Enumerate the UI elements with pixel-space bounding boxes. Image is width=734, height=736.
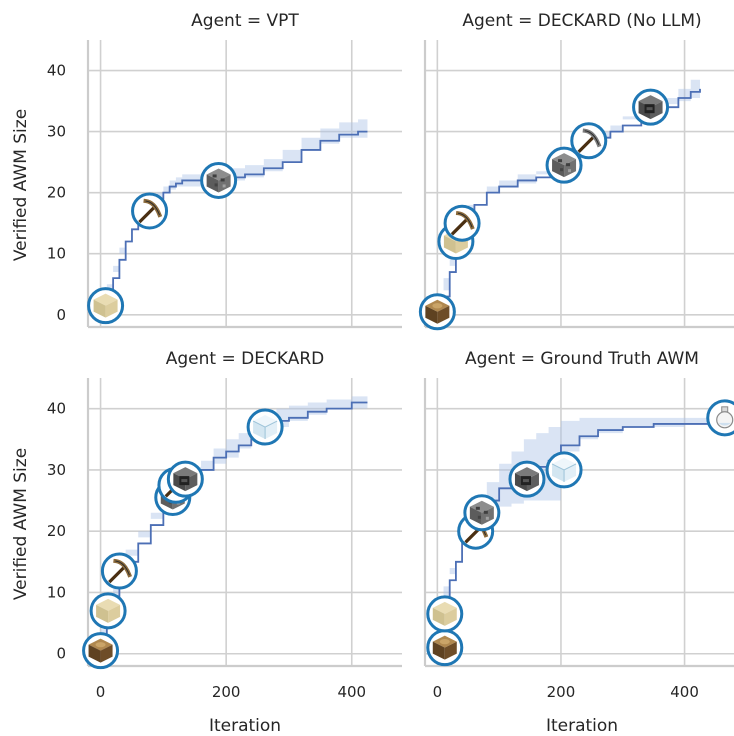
plot-area: 0 10 20 30 40 [47,40,402,329]
y-axis-title: Verified AWM Size [11,448,31,600]
potion-bottle-icon [706,399,734,437]
x-tick-label: 400 [670,683,699,701]
cobblestone-icon [545,146,583,184]
wooden-pickaxe-icon [131,192,169,230]
sand-block-icon [426,595,464,633]
wooden-pickaxe-icon [443,204,481,242]
y-tick-label: 20 [47,184,66,202]
plot-area [418,40,734,331]
furnace-icon [166,460,204,498]
panel-vpt: 0 10 20 30 40 Agent = VPT Verified AWM Size [11,11,402,329]
stone-pickaxe-icon [570,122,608,160]
x-tick-label: 0 [96,683,106,701]
oak-log-icon [426,629,464,667]
series-line [100,130,368,310]
x-axis-title: Iteration [209,716,281,736]
panel-title: Agent = DECKARD (No LLM) [462,11,701,31]
y-tick-label: 30 [47,461,66,479]
x-tick-label: 0 [433,683,443,701]
cobblestone-icon [200,161,238,199]
plot-area: 0 200 400 [423,378,734,701]
wooden-pickaxe-icon [100,552,138,590]
y-tick-label: 0 [56,306,66,324]
x-axis-title: Iteration [546,716,618,736]
panel-deckard-no-llm: Agent = DECKARD (No LLM) [418,11,734,331]
y-tick-label: 20 [47,522,66,540]
confidence-band [437,414,722,654]
panel-title: Agent = Ground Truth AWM [465,349,699,369]
x-tick-label: 200 [212,683,241,701]
cobblestone-icon [463,494,501,532]
x-tick-label: 400 [337,683,366,701]
sand-block-icon [89,592,127,630]
y-tick-label: 30 [47,123,66,141]
series-line [437,88,701,316]
y-tick-label: 40 [47,400,66,418]
panel-ground-truth-awm: 0 200 400 Agent = Ground Truth AWM Iterati… [423,349,734,736]
oak-log-icon [82,632,120,670]
confidence-band [437,76,701,315]
x-tick-label: 200 [547,683,576,701]
glass-block-icon [545,451,583,489]
sand-block-icon [87,287,125,325]
panel-title: Agent = DECKARD [166,349,324,369]
y-axis-title: Verified AWM Size [11,109,31,261]
glass-block-icon [246,408,284,446]
oak-log-icon [418,293,456,331]
furnace-icon [508,460,546,498]
y-tick-label: 10 [47,245,66,263]
y-tick-label: 0 [56,645,66,663]
y-tick-label: 40 [47,62,66,80]
panel-title: Agent = VPT [191,11,299,31]
furnace-icon [632,88,670,126]
confidence-band [100,396,368,654]
y-tick-label: 10 [47,583,66,601]
